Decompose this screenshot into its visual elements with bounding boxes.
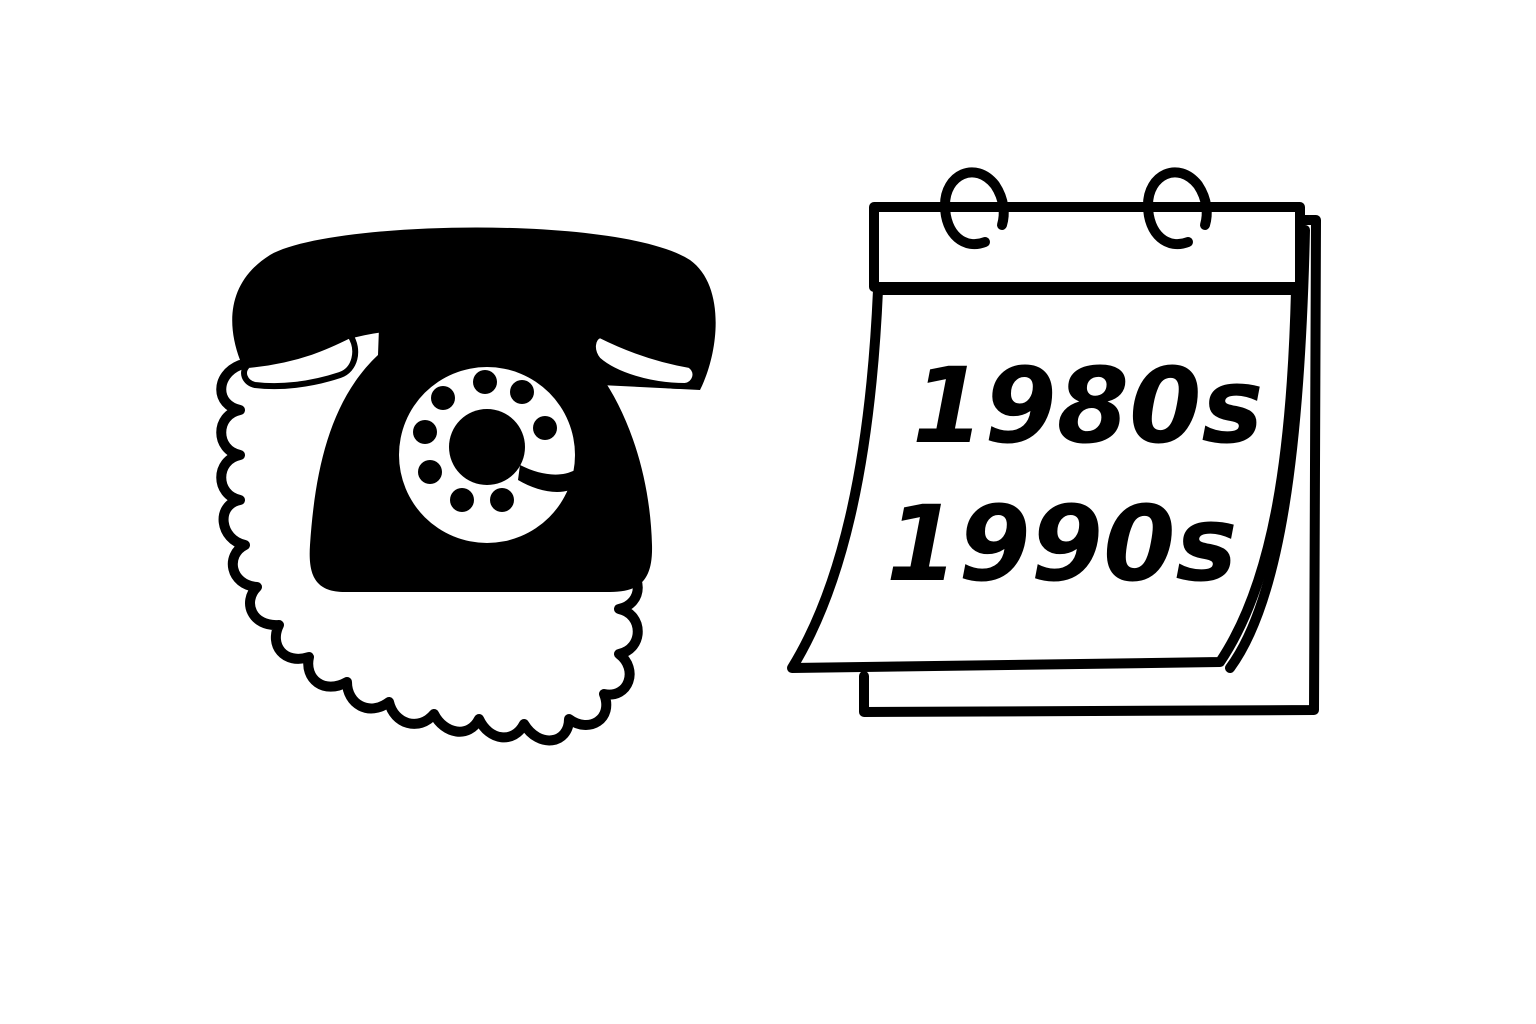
handset-end-right bbox=[590, 331, 699, 390]
dial-hole bbox=[473, 370, 497, 394]
dial-hole bbox=[413, 420, 437, 444]
calendar-line: 1980s bbox=[912, 345, 1263, 467]
dial-holes bbox=[413, 370, 557, 512]
dial-hole bbox=[450, 488, 474, 512]
dial-hole bbox=[418, 460, 442, 484]
phone-cord bbox=[216, 360, 643, 746]
finger-stop bbox=[518, 465, 575, 492]
dial-hole bbox=[431, 386, 455, 410]
dial-center bbox=[449, 409, 525, 485]
calendar bbox=[787, 167, 1321, 717]
dial-hole bbox=[510, 380, 534, 404]
front-page bbox=[787, 285, 1301, 673]
calendar-header bbox=[869, 202, 1305, 292]
rotary-phone bbox=[216, 227, 716, 746]
dial-hole bbox=[533, 416, 557, 440]
handset-end-left bbox=[241, 331, 359, 390]
dial-hole bbox=[490, 488, 514, 512]
ring-right bbox=[1143, 167, 1212, 250]
calendar-line: 1990s bbox=[886, 483, 1237, 605]
ring-left bbox=[940, 167, 1009, 250]
back-page-edge bbox=[1225, 225, 1310, 673]
back-page bbox=[859, 215, 1321, 717]
